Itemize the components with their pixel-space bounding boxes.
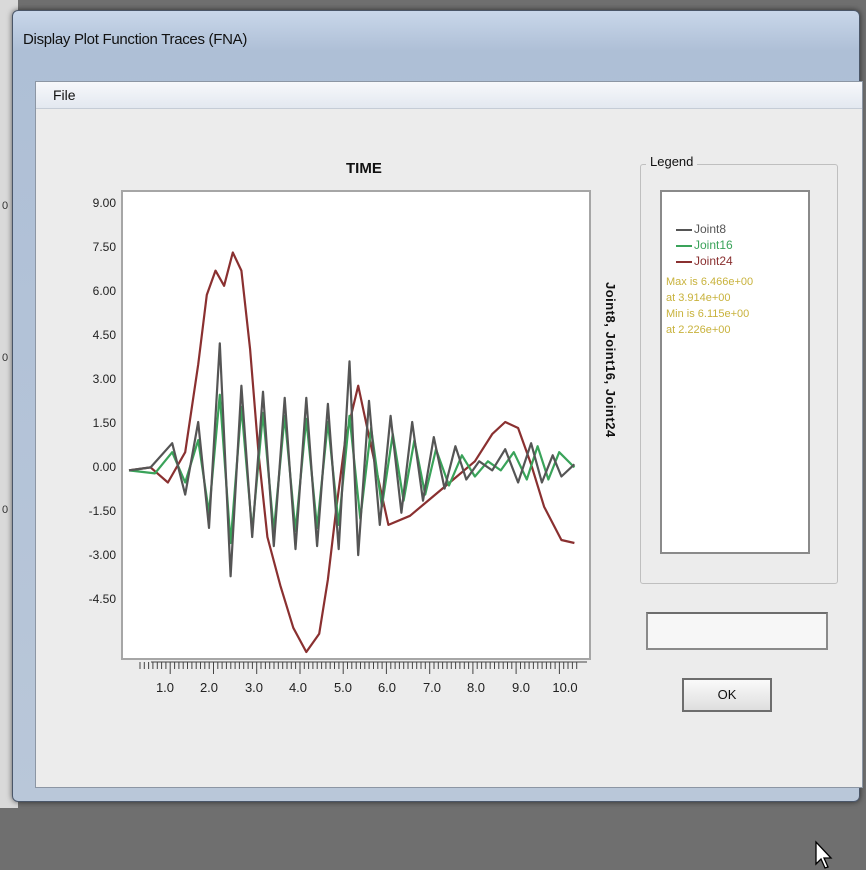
background-mark: 0: [2, 352, 9, 364]
x-axis-ticks: [139, 661, 587, 674]
x-tick-label: 3.0: [244, 680, 264, 695]
legend-min-time: at 2.226e+00: [666, 324, 731, 336]
y-tick-label: 6.00: [92, 284, 116, 298]
window-title: Display Plot Function Traces (FNA): [23, 31, 248, 48]
legend-min-value: Min is 6.115e+00: [666, 308, 750, 320]
x-tick-label: 10.0: [552, 680, 578, 695]
legend-item-joint24: Joint24: [676, 254, 733, 268]
x-tick-label: 7.0: [422, 680, 442, 695]
plot-side-label: Joint8, Joint16, Joint24: [603, 282, 618, 438]
mouse-pointer-icon: [815, 840, 833, 869]
legend-item-joint8: Joint8: [676, 222, 726, 236]
legend-max-time: at 3.914e+00: [666, 292, 731, 304]
series-line-joint8: [128, 342, 576, 578]
x-tick-label: 2.0: [199, 680, 219, 695]
legend-label: Joint24: [694, 254, 733, 268]
y-tick-label: -4.50: [88, 592, 116, 606]
x-tick-label: 9.0: [511, 680, 531, 695]
y-tick-label: 3.00: [92, 372, 116, 386]
legend-swatch: [676, 244, 692, 247]
y-tick-label: 4.50: [92, 328, 116, 342]
y-tick-label: 0.00: [92, 460, 116, 474]
y-tick-label: -3.00: [88, 548, 116, 562]
legend-caption: Legend: [646, 154, 698, 169]
plot-area: [121, 190, 591, 660]
plot-canvas: [128, 251, 576, 654]
legend-label: Joint16: [694, 238, 733, 252]
legend-group: [640, 164, 838, 584]
menu-file[interactable]: File: [53, 87, 76, 103]
background-mark: 0: [2, 504, 9, 516]
x-tick-label: 8.0: [466, 680, 486, 695]
series-line-joint24: [128, 251, 575, 654]
y-tick-label: -1.50: [88, 504, 116, 518]
x-tick-label: 5.0: [333, 680, 353, 695]
menu-bar: File: [36, 82, 862, 109]
background-mark: 0: [2, 200, 9, 212]
x-tick-label: 4.0: [288, 680, 308, 695]
y-tick-label: 7.50: [92, 240, 116, 254]
legend-max-value: Max is 6.466e+00: [666, 276, 754, 288]
y-tick-label: 9.00: [92, 196, 116, 210]
dialog-client-area: File TIME 9.00 7.50 6.00 4.50 3.00 1.50 …: [35, 81, 863, 869]
legend-swatch: [676, 228, 692, 231]
legend-box: Joint8 Joint16 Joint24 Max is 6.466e+00 …: [660, 190, 810, 554]
legend-swatch: [676, 260, 692, 263]
ok-button[interactable]: OK: [682, 678, 772, 712]
x-tick-label: 1.0: [155, 680, 175, 695]
plot-title: TIME: [346, 160, 382, 177]
legend-label: Joint8: [694, 222, 727, 236]
legend-item-joint16: Joint16: [676, 238, 733, 252]
y-tick-label: 1.50: [92, 416, 116, 430]
plot-function-window: Display Plot Function Traces (FNA) File …: [12, 10, 863, 869]
title-bar[interactable]: Display Plot Function Traces (FNA): [23, 31, 849, 59]
status-field: [646, 612, 828, 650]
x-tick-label: 6.0: [377, 680, 397, 695]
